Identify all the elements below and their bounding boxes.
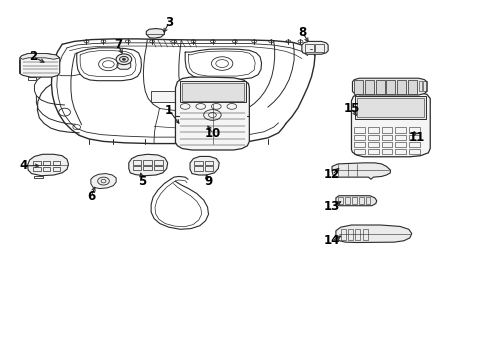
Bar [304, 44, 313, 52]
Bar [418, 81, 422, 91]
Bar [194, 161, 202, 165]
Text: 6: 6 [87, 190, 95, 203]
Bar [132, 166, 141, 170]
Bar [340, 229, 345, 240]
Bar [394, 142, 405, 147]
Bar [351, 197, 356, 204]
Polygon shape [146, 28, 164, 38]
Bar [358, 197, 363, 204]
Bar [396, 80, 405, 94]
Bar [354, 127, 365, 133]
Bar [43, 161, 50, 165]
Bar [423, 81, 427, 91]
Polygon shape [28, 154, 68, 176]
Polygon shape [301, 41, 327, 54]
Polygon shape [117, 60, 130, 69]
Polygon shape [352, 78, 426, 95]
Bar [132, 160, 141, 165]
Bar [408, 135, 419, 140]
Bar [151, 91, 175, 102]
Bar [338, 197, 343, 204]
Polygon shape [175, 77, 249, 150]
Bar [367, 135, 378, 140]
Ellipse shape [119, 57, 128, 62]
Text: 15: 15 [343, 102, 359, 115]
Bar [367, 142, 378, 147]
Bar [194, 166, 202, 171]
Bar [362, 229, 367, 240]
Bar [394, 135, 405, 140]
Text: 2: 2 [29, 50, 37, 63]
Text: 10: 10 [204, 127, 221, 140]
Bar [204, 166, 213, 171]
Ellipse shape [122, 58, 125, 60]
Bar [355, 96, 426, 118]
Bar [381, 149, 391, 154]
Text: 9: 9 [203, 175, 212, 188]
Bar [347, 229, 352, 240]
Bar [154, 166, 163, 170]
Text: 14: 14 [323, 234, 340, 247]
Polygon shape [335, 225, 411, 243]
Text: 1: 1 [165, 104, 173, 117]
Text: 3: 3 [165, 16, 173, 29]
Bar [154, 160, 163, 165]
Bar [365, 197, 370, 204]
Bar [204, 161, 213, 165]
Text: 7: 7 [114, 39, 122, 51]
Bar [345, 197, 349, 204]
Bar [354, 80, 363, 94]
Text: 11: 11 [408, 131, 425, 144]
Bar [367, 127, 378, 133]
Bar [354, 135, 365, 140]
Bar [381, 127, 391, 133]
Bar [354, 142, 365, 147]
Polygon shape [20, 54, 60, 59]
Polygon shape [128, 154, 167, 176]
Text: 8: 8 [298, 26, 306, 39]
Bar [53, 161, 60, 165]
Ellipse shape [116, 54, 131, 64]
Text: 12: 12 [323, 168, 340, 181]
Bar [394, 127, 405, 133]
Polygon shape [331, 163, 389, 179]
Bar [408, 127, 419, 133]
Bar [33, 161, 41, 165]
Bar [315, 44, 324, 52]
Polygon shape [20, 54, 60, 77]
Bar [375, 80, 384, 94]
Polygon shape [335, 196, 376, 206]
Bar [53, 167, 60, 171]
Bar [182, 83, 244, 101]
Polygon shape [351, 93, 429, 157]
Bar [357, 98, 424, 117]
Bar [394, 149, 405, 154]
Bar [407, 80, 416, 94]
Bar [367, 149, 378, 154]
Text: 5: 5 [138, 175, 146, 188]
Bar [386, 80, 394, 94]
Bar [33, 167, 41, 171]
Polygon shape [190, 157, 219, 175]
Bar [408, 149, 419, 154]
Bar [43, 167, 50, 171]
Polygon shape [91, 174, 116, 189]
Bar [408, 142, 419, 147]
Bar [381, 135, 391, 140]
Bar [143, 166, 152, 170]
Bar [381, 142, 391, 147]
Text: 4: 4 [19, 159, 27, 172]
Bar [365, 80, 373, 94]
Bar [143, 160, 152, 165]
Bar [180, 81, 245, 102]
Bar [354, 149, 365, 154]
Text: 13: 13 [323, 200, 340, 213]
Bar [355, 229, 360, 240]
Bar [195, 91, 219, 102]
